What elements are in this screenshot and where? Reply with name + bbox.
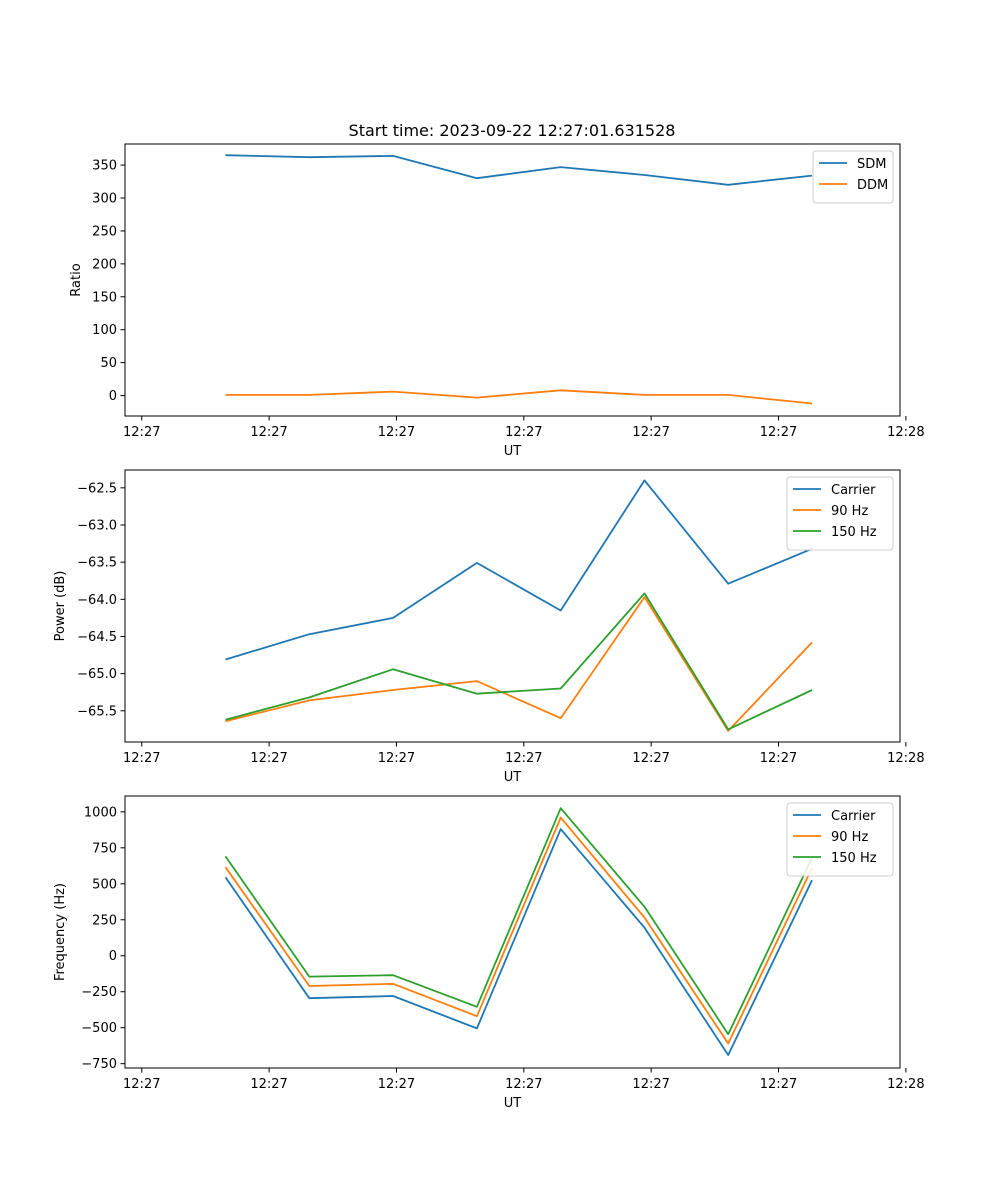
y-tick-label: −63.0 xyxy=(77,518,117,533)
legend-label: 90 Hz xyxy=(831,830,868,845)
y-tick-label: −65.5 xyxy=(77,704,117,719)
figure-title: Start time: 2023-09-22 12:27:01.631528 xyxy=(349,121,676,140)
x-tick-label: 12:28 xyxy=(887,1077,924,1092)
y-tick-label: 150 xyxy=(92,290,117,305)
x-tick-label: 12:27 xyxy=(250,1077,287,1092)
x-axis-label: UT xyxy=(504,444,522,459)
y-tick-label: 350 xyxy=(92,159,117,174)
y-tick-label: −64.0 xyxy=(77,593,117,608)
legend-label: Carrier xyxy=(831,809,876,824)
series-line-sdm xyxy=(225,154,813,186)
y-tick-label: 500 xyxy=(92,877,117,892)
y-tick-label: −750 xyxy=(81,1057,117,1072)
x-tick-label: 12:27 xyxy=(378,751,415,766)
legend-label: DDM xyxy=(857,178,888,193)
y-tick-label: −62.5 xyxy=(77,481,117,496)
series-line-carrier xyxy=(225,479,813,661)
x-tick-label: 12:27 xyxy=(632,425,669,440)
series-line-ddm xyxy=(225,389,813,405)
y-tick-label: 200 xyxy=(92,257,117,272)
y-tick-label: −500 xyxy=(81,1021,117,1036)
x-tick-label: 12:27 xyxy=(250,751,287,766)
y-axis-label: Power (dB) xyxy=(53,571,68,642)
series-line-90-hz xyxy=(225,596,813,732)
series-line-150-hz xyxy=(224,807,813,1036)
y-tick-label: 100 xyxy=(92,323,117,338)
x-tick-label: 12:27 xyxy=(123,1077,160,1092)
x-tick-label: 12:27 xyxy=(123,425,160,440)
x-tick-label: 12:27 xyxy=(378,425,415,440)
series-line-150-hz xyxy=(225,592,813,731)
legend: Carrier 90 Hz 150 Hz xyxy=(786,476,894,551)
y-tick-label: −250 xyxy=(81,985,117,1000)
x-tick-label: 12:27 xyxy=(760,751,797,766)
x-tick-label: 12:27 xyxy=(632,1077,669,1092)
y-tick-label: −63.5 xyxy=(77,556,117,571)
legend-label: 150 Hz xyxy=(831,851,877,866)
series-line-90-hz xyxy=(224,816,813,1045)
y-tick-label: 300 xyxy=(92,192,117,207)
x-axis-label: UT xyxy=(504,770,522,785)
plot-frame xyxy=(124,143,901,417)
y-tick-label: 750 xyxy=(92,841,117,856)
legend-label: Carrier xyxy=(831,483,876,498)
x-axis-label: UT xyxy=(504,1096,522,1111)
subplot-3: 12:27 12:27 12:27 12:27 12:27 12:27 12:28 UT −75… xyxy=(53,795,925,1111)
legend-label: SDM xyxy=(857,157,886,172)
subplot-2: 12:27 12:27 12:27 12:27 12:27 12:27 12:28 UT −65… xyxy=(53,469,925,785)
series-line-carrier xyxy=(224,828,813,1056)
legend-label: 150 Hz xyxy=(831,525,877,540)
x-tick-label: 12:27 xyxy=(378,1077,415,1092)
x-tick-label: 12:27 xyxy=(760,425,797,440)
y-tick-label: 250 xyxy=(92,913,117,928)
y-axis-label: Ratio xyxy=(69,263,84,296)
x-tick-label: 12:27 xyxy=(123,751,160,766)
y-tick-label: −64.5 xyxy=(77,630,117,645)
plot-frame xyxy=(124,469,901,743)
y-tick-label: −65.0 xyxy=(77,667,117,682)
x-tick-label: 12:28 xyxy=(887,751,924,766)
x-tick-label: 12:27 xyxy=(760,1077,797,1092)
x-tick-label: 12:27 xyxy=(250,425,287,440)
subplots: 12:27 12:27 12:27 12:27 12:27 12:27 12:28 UT 0 50… xyxy=(53,143,925,1111)
subplot-1: 12:27 12:27 12:27 12:27 12:27 12:27 12:28 UT 0 50… xyxy=(69,143,925,459)
y-tick-label: 1000 xyxy=(84,805,117,820)
legend-label: 90 Hz xyxy=(831,504,868,519)
y-tick-label: 0 xyxy=(109,949,117,964)
legend-box xyxy=(812,150,894,204)
y-tick-label: 50 xyxy=(100,356,117,371)
x-tick-label: 12:27 xyxy=(505,751,542,766)
x-tick-label: 12:27 xyxy=(505,425,542,440)
y-tick-label: 0 xyxy=(109,389,117,404)
x-tick-label: 12:27 xyxy=(632,751,669,766)
x-tick-label: 12:27 xyxy=(505,1077,542,1092)
y-axis-label: Frequency (Hz) xyxy=(53,883,68,981)
plot-frame xyxy=(124,795,901,1069)
legend: Carrier 90 Hz 150 Hz xyxy=(786,802,894,877)
legend: SDM DDM xyxy=(812,150,894,204)
y-tick-label: 250 xyxy=(92,224,117,239)
x-tick-label: 12:28 xyxy=(887,425,924,440)
